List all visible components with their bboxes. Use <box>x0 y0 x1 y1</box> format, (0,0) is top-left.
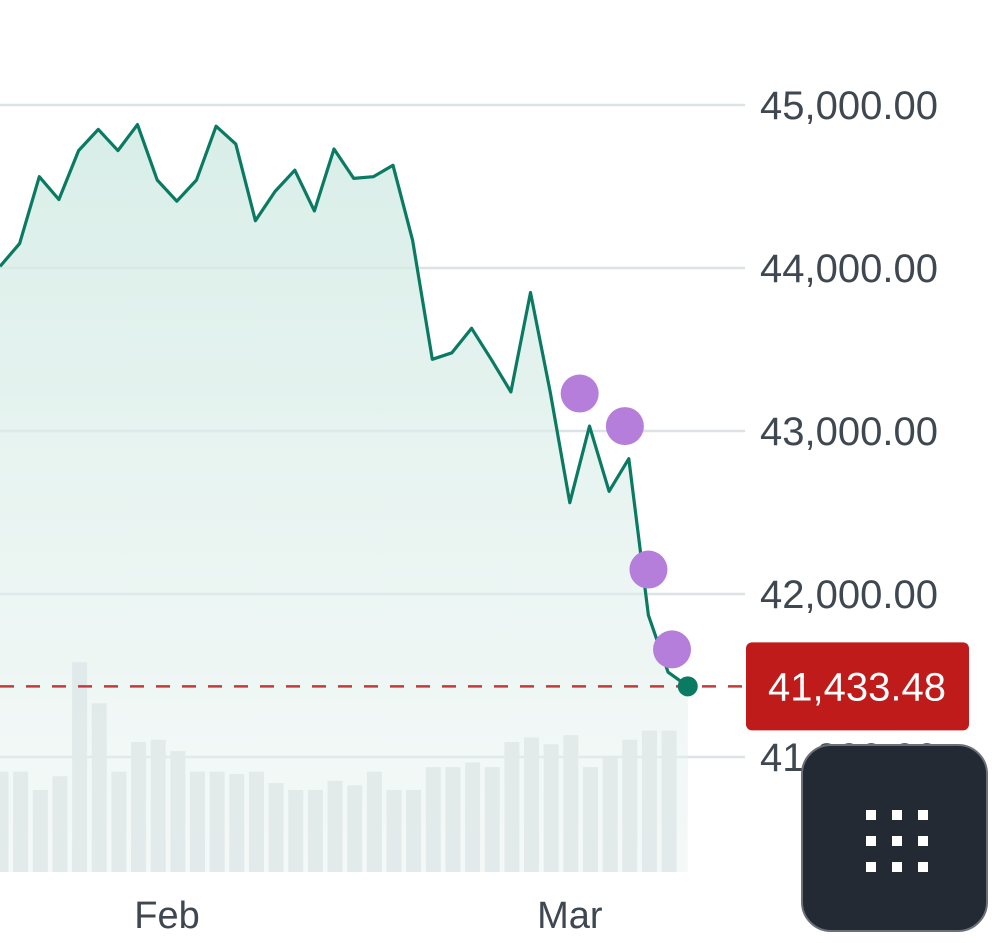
grid-icon-dot <box>918 810 928 820</box>
price-line <box>0 123 689 688</box>
price-area-fill <box>0 124 688 873</box>
last-price-dot <box>677 676 698 697</box>
event-marker-3[interactable] <box>653 630 692 669</box>
event-marker-0[interactable] <box>560 374 599 413</box>
grid-icon <box>866 810 928 872</box>
x-axis-labels: Feb Mar <box>134 895 603 937</box>
current-price-badge <box>746 642 969 731</box>
grid-icon-dot <box>918 862 928 872</box>
y-tick-label-0: 45,000.00 <box>760 84 938 128</box>
event-markers <box>560 374 692 669</box>
current-price-label: 41,433.48 <box>746 642 969 731</box>
grid-icon-dot <box>866 810 876 820</box>
grid-icon-dot <box>918 836 928 846</box>
grid-icon-dot <box>892 810 902 820</box>
price-line-series <box>0 123 689 688</box>
grid-icon-dot <box>892 862 902 872</box>
grid-icon-dot <box>892 836 902 846</box>
grid-icon-dot <box>866 862 876 872</box>
grid-menu-button[interactable] <box>801 744 988 932</box>
y-tick-label-2: 43,000.00 <box>760 410 938 454</box>
price-area <box>0 124 688 873</box>
current-price-line <box>0 676 745 697</box>
x-tick-label-0: Feb <box>134 895 199 937</box>
x-tick-label-1: Mar <box>537 895 603 937</box>
grid-icon-dot <box>866 836 876 846</box>
event-marker-1[interactable] <box>605 407 644 446</box>
event-marker-2[interactable] <box>629 550 668 589</box>
y-tick-label-3: 42,000.00 <box>760 573 938 617</box>
current-price-value: 41,433.48 <box>768 665 946 709</box>
y-tick-label-1: 44,000.00 <box>760 247 938 291</box>
